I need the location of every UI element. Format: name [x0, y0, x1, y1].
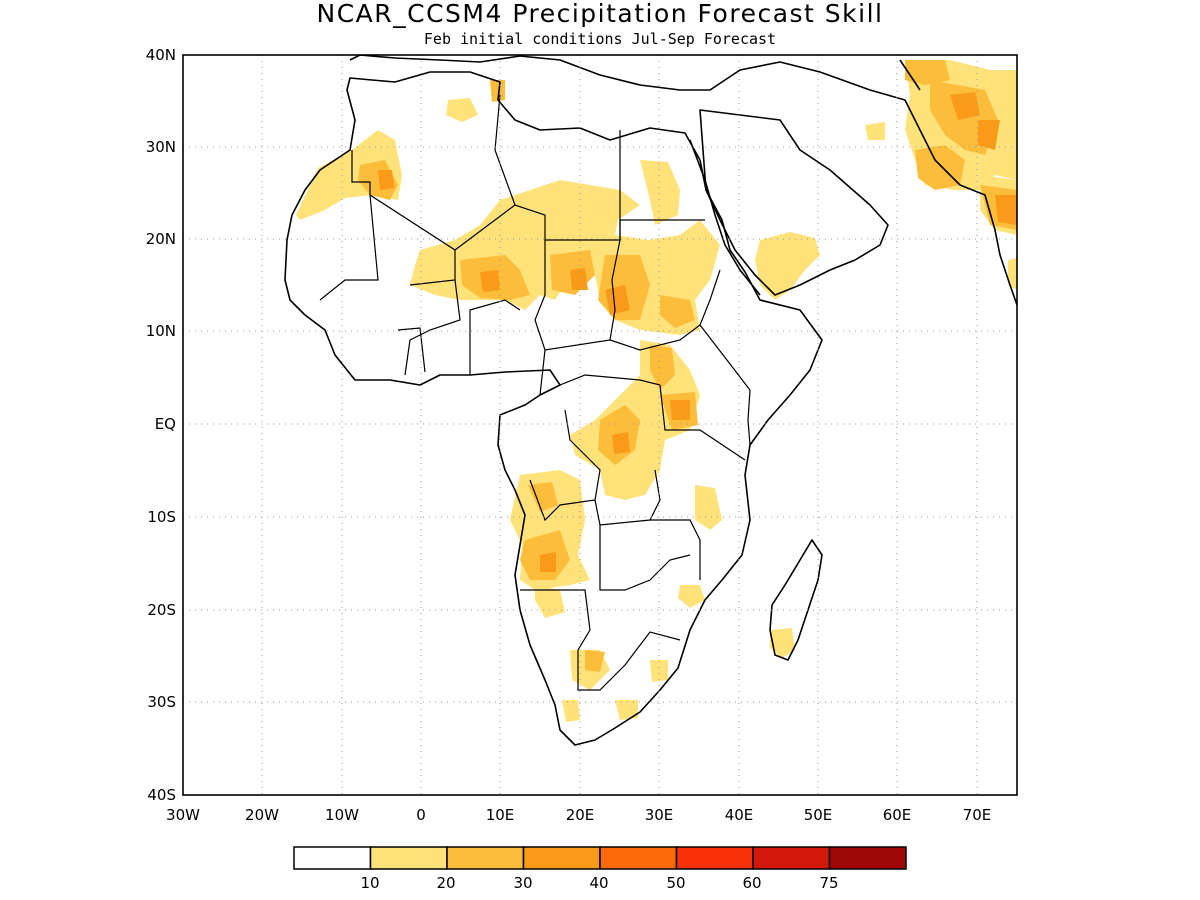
lon-label: 70E	[963, 806, 992, 824]
lat-label: 20S	[147, 601, 176, 619]
skill-region	[695, 485, 722, 530]
skill-region	[660, 295, 695, 328]
colorbar-swatch	[446, 846, 525, 870]
lon-label: 10W	[325, 806, 359, 824]
lon-label: 0	[416, 806, 426, 824]
africa-coastline	[284, 71, 823, 746]
skill-region	[378, 170, 394, 190]
lon-label: 30E	[645, 806, 674, 824]
country-border	[699, 324, 751, 446]
country-border	[520, 589, 681, 691]
europe-coastline	[349, 55, 906, 101]
skill-region	[446, 98, 478, 122]
skill-region	[562, 700, 580, 722]
country-border	[319, 194, 379, 301]
skill-region	[296, 130, 402, 220]
skill-region	[570, 268, 588, 290]
colorbar-swatch	[599, 846, 678, 870]
skill-shading	[296, 60, 1017, 722]
country-border	[404, 279, 461, 376]
skill-region	[535, 585, 565, 618]
skill-region	[490, 80, 505, 102]
lon-label: 60E	[883, 806, 912, 824]
lat-label: 20N	[146, 230, 176, 248]
lon-label: 30W	[166, 806, 200, 824]
lon-label: 40E	[725, 806, 754, 824]
map-title: NCAR_CCSM4 Precipitation Forecast Skill	[317, 0, 884, 28]
skill-region	[650, 660, 668, 682]
colorbar-label: 50	[666, 874, 685, 892]
country-border	[534, 239, 621, 351]
lon-label: 10E	[486, 806, 515, 824]
country-borders	[319, 94, 751, 691]
red-sea-coast	[689, 139, 761, 296]
skill-region	[995, 195, 1017, 225]
colorbar-swatch	[522, 846, 601, 870]
country-border	[397, 327, 426, 373]
lat-label: 40N	[146, 46, 176, 64]
colorbar-swatch	[752, 846, 831, 870]
colorbar-label: 40	[589, 874, 608, 892]
lon-label: 50E	[804, 806, 833, 824]
country-border	[539, 349, 661, 397]
skill-region	[612, 432, 630, 454]
country-border	[494, 94, 516, 206]
country-border	[469, 299, 521, 375]
country-border	[659, 384, 746, 461]
caspian-coast	[899, 59, 921, 91]
skill-region	[650, 345, 675, 390]
skill-region	[605, 285, 630, 315]
colorbar-label: 10	[360, 874, 379, 892]
lat-label: 30N	[146, 138, 176, 156]
plot-area	[183, 55, 1017, 795]
colorbar-labels: 10 20 30 40 50 60 75	[360, 874, 838, 892]
skill-region	[480, 270, 500, 292]
skill-region	[540, 552, 556, 572]
colorbar-label: 75	[819, 874, 838, 892]
skill-region	[678, 585, 705, 608]
lat-label: 10N	[146, 322, 176, 340]
skill-region	[615, 700, 638, 720]
skill-region	[528, 482, 558, 512]
colorbar-label: 60	[742, 874, 761, 892]
coastlines	[284, 55, 1017, 746]
colorbar-swatch	[293, 846, 372, 870]
madagascar-coastline	[769, 539, 823, 661]
colorbar-swatch	[369, 846, 448, 870]
india-coastline	[904, 99, 1017, 306]
lat-label: EQ	[155, 415, 176, 433]
country-border	[609, 269, 721, 351]
skill-region	[670, 400, 690, 420]
map-subtitle: Feb initial conditions Jul-Sep Forecast	[424, 30, 776, 48]
country-border	[599, 525, 691, 591]
plot-frame	[182, 54, 1018, 796]
latitude-axis: 40N 30N 20N 10N EQ 10S 20S 30S 40S	[146, 46, 176, 804]
skill-region	[1008, 258, 1017, 290]
lat-label: 10S	[147, 508, 176, 526]
gridlines	[183, 55, 1017, 795]
skill-region	[905, 60, 950, 85]
skill-region	[585, 650, 605, 672]
colorbar-label: 20	[436, 874, 455, 892]
lon-label: 20E	[566, 806, 595, 824]
lat-label: 30S	[147, 693, 176, 711]
colorbar-label: 30	[513, 874, 532, 892]
colorbar	[293, 846, 907, 870]
country-border	[650, 519, 701, 580]
skill-region	[915, 145, 965, 190]
colorbar-swatch	[675, 846, 754, 870]
skill-region	[865, 122, 885, 140]
lon-label: 20W	[245, 806, 279, 824]
skill-region	[640, 160, 680, 225]
arabia-coastline	[699, 109, 889, 296]
colorbar-swatch	[828, 846, 907, 870]
skill-region	[770, 628, 795, 658]
longitude-axis: 30W 20W 10W 0 10E 20E 30E 40E 50E 60E 70…	[166, 806, 991, 824]
lat-label: 40S	[147, 786, 176, 804]
skill-region	[978, 120, 1000, 150]
skill-region	[755, 232, 820, 300]
skill-region	[950, 92, 980, 120]
